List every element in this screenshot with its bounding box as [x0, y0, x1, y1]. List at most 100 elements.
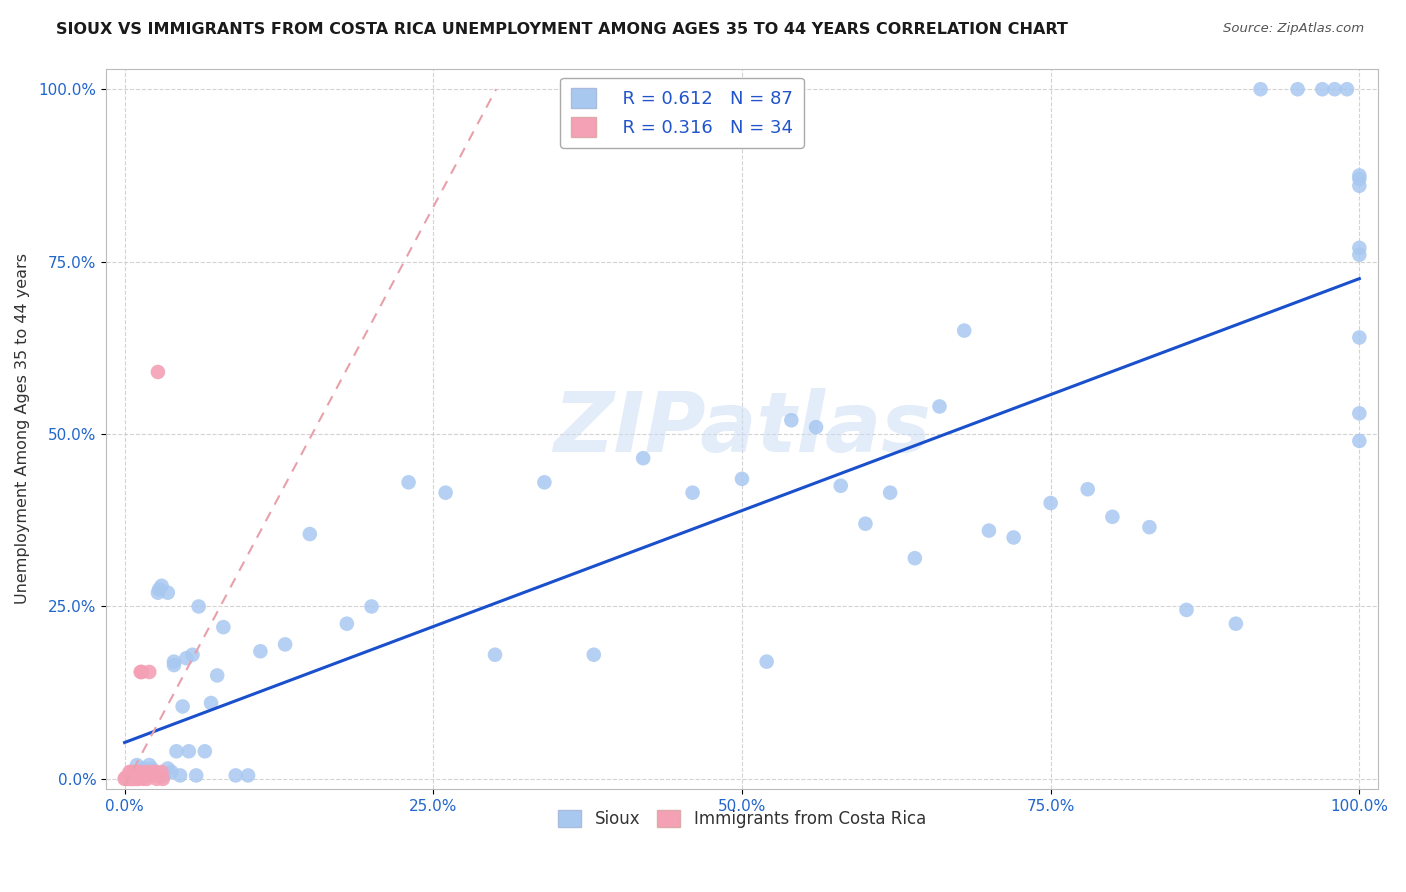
Point: [132, 762, 155, 776]
Point: [145, 764, 167, 779]
Point: [135, 772, 157, 786]
Point: [131, 665, 153, 679]
Point: [434, 485, 457, 500]
Point: [249, 644, 271, 658]
Point: [1225, 616, 1247, 631]
Point: [120, 768, 142, 782]
Point: [163, 655, 186, 669]
Point: [115, 772, 138, 786]
Point: [122, 772, 145, 786]
Point: [682, 485, 704, 500]
Point: [141, 764, 163, 779]
Point: [194, 744, 217, 758]
Point: [153, 768, 176, 782]
Point: [138, 758, 160, 772]
Point: [118, 764, 141, 779]
Point: [148, 582, 170, 597]
Point: [804, 420, 827, 434]
Point: [117, 768, 139, 782]
Point: [128, 764, 150, 779]
Point: [928, 400, 950, 414]
Point: [904, 551, 927, 566]
Point: [1039, 496, 1062, 510]
Point: [212, 620, 235, 634]
Point: [136, 768, 159, 782]
Point: [176, 651, 198, 665]
Point: [120, 768, 142, 782]
Point: [114, 772, 136, 786]
Point: [125, 758, 148, 772]
Point: [780, 413, 803, 427]
Point: [186, 768, 208, 782]
Point: [156, 762, 179, 776]
Point: [1348, 241, 1371, 255]
Point: [135, 764, 157, 779]
Point: [1348, 172, 1371, 186]
Point: [150, 768, 173, 782]
Point: [150, 764, 173, 779]
Point: [114, 771, 136, 785]
Point: [731, 472, 754, 486]
Point: [145, 768, 167, 782]
Point: [125, 772, 148, 786]
Point: [132, 772, 155, 786]
Point: [631, 451, 654, 466]
Point: [236, 768, 259, 782]
Point: [1139, 520, 1161, 534]
Point: [1101, 509, 1123, 524]
Point: [1348, 248, 1371, 262]
Point: [146, 365, 169, 379]
Point: [118, 772, 141, 786]
Point: [121, 772, 143, 786]
Point: [132, 768, 155, 782]
Point: [533, 475, 555, 490]
Point: [124, 772, 146, 786]
Point: [139, 768, 162, 782]
Y-axis label: Unemployment Among Ages 35 to 44 years: Unemployment Among Ages 35 to 44 years: [15, 253, 30, 605]
Point: [582, 648, 605, 662]
Point: [1348, 406, 1371, 420]
Point: [1348, 330, 1371, 344]
Legend: Sioux, Immigrants from Costa Rica: Sioux, Immigrants from Costa Rica: [551, 804, 932, 835]
Point: [172, 699, 194, 714]
Point: [200, 696, 222, 710]
Point: [181, 648, 204, 662]
Point: [150, 579, 173, 593]
Point: [755, 655, 778, 669]
Point: [125, 764, 148, 779]
Point: [142, 764, 165, 779]
Point: [274, 637, 297, 651]
Point: [1348, 169, 1371, 183]
Point: [336, 616, 359, 631]
Point: [1310, 82, 1333, 96]
Point: [398, 475, 420, 490]
Point: [1175, 603, 1198, 617]
Point: [125, 766, 148, 780]
Point: [187, 599, 209, 614]
Point: [1077, 482, 1099, 496]
Point: [1323, 82, 1346, 96]
Point: [145, 764, 167, 779]
Point: [156, 585, 179, 599]
Point: [141, 762, 163, 776]
Point: [225, 768, 247, 782]
Point: [830, 479, 852, 493]
Point: [122, 766, 145, 780]
Point: [128, 768, 150, 782]
Text: Source: ZipAtlas.com: Source: ZipAtlas.com: [1223, 22, 1364, 36]
Point: [148, 768, 170, 782]
Point: [298, 527, 321, 541]
Point: [879, 485, 901, 500]
Point: [1250, 82, 1272, 96]
Point: [122, 764, 145, 779]
Point: [177, 744, 200, 758]
Point: [145, 772, 167, 786]
Point: [134, 766, 156, 780]
Point: [360, 599, 382, 614]
Point: [169, 768, 191, 782]
Point: [163, 658, 186, 673]
Point: [135, 764, 157, 779]
Point: [124, 768, 146, 782]
Point: [160, 764, 183, 779]
Point: [125, 766, 148, 780]
